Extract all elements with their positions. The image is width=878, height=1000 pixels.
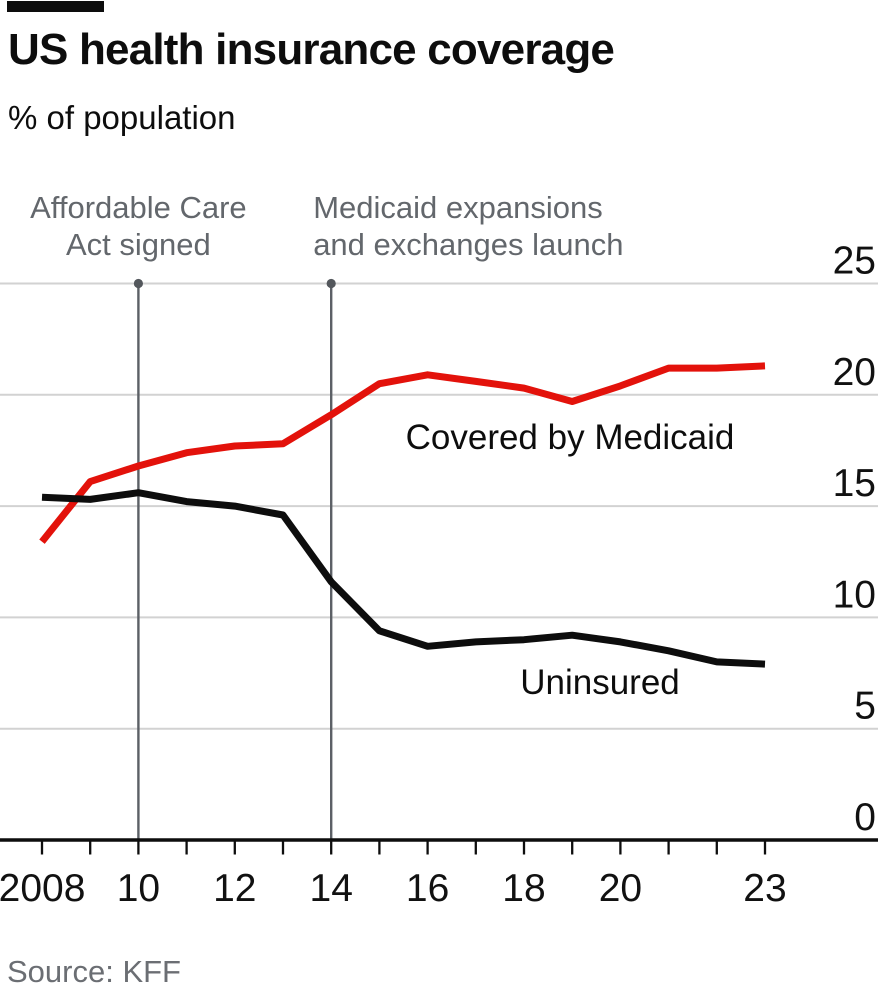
event-dot-2014 bbox=[326, 278, 336, 289]
x-axis-label-2016: 16 bbox=[406, 867, 449, 910]
x-axis-label-2010: 10 bbox=[117, 867, 160, 910]
x-axis-label-2020: 20 bbox=[599, 867, 642, 910]
chart-title: US health insurance coverage bbox=[8, 25, 615, 74]
annotation-line: Affordable Care bbox=[30, 190, 247, 225]
y-axis-label-5: 5 bbox=[854, 685, 876, 728]
y-axis-label-20: 20 bbox=[833, 351, 876, 394]
x-axis-label-2008: 2008 bbox=[0, 867, 85, 910]
annotation-line: and exchanges launch bbox=[313, 227, 624, 262]
annotation-2014: Medicaid expansions and exchanges launch bbox=[313, 189, 623, 263]
series-label-covered-by-medicaid: Covered by Medicaid bbox=[405, 418, 735, 457]
series-label-uninsured: Uninsured bbox=[520, 663, 680, 702]
x-axis-label-2018: 18 bbox=[502, 867, 545, 910]
annotation-line: Medicaid expansions bbox=[313, 190, 603, 225]
y-axis-label-25: 25 bbox=[833, 240, 876, 283]
y-axis-label-10: 10 bbox=[833, 573, 876, 616]
y-axis-label-0: 0 bbox=[854, 796, 876, 839]
source-note: Source: KFF bbox=[7, 954, 181, 989]
annotation-2010: Affordable Care Act signed bbox=[30, 189, 247, 263]
x-axis-label-2014: 14 bbox=[310, 867, 353, 910]
x-axis-label-2012: 12 bbox=[213, 867, 256, 910]
event-dot-2010 bbox=[133, 278, 143, 289]
brand-tab bbox=[7, 1, 104, 12]
series-line-uninsured bbox=[41, 489, 766, 668]
y-axis-label-15: 15 bbox=[833, 462, 876, 505]
series-line-covered-by-medicaid bbox=[39, 362, 766, 544]
chart-subtitle: % of population bbox=[8, 99, 236, 136]
annotation-line: Act signed bbox=[66, 227, 211, 262]
x-axis-label-2023: 23 bbox=[743, 867, 786, 910]
